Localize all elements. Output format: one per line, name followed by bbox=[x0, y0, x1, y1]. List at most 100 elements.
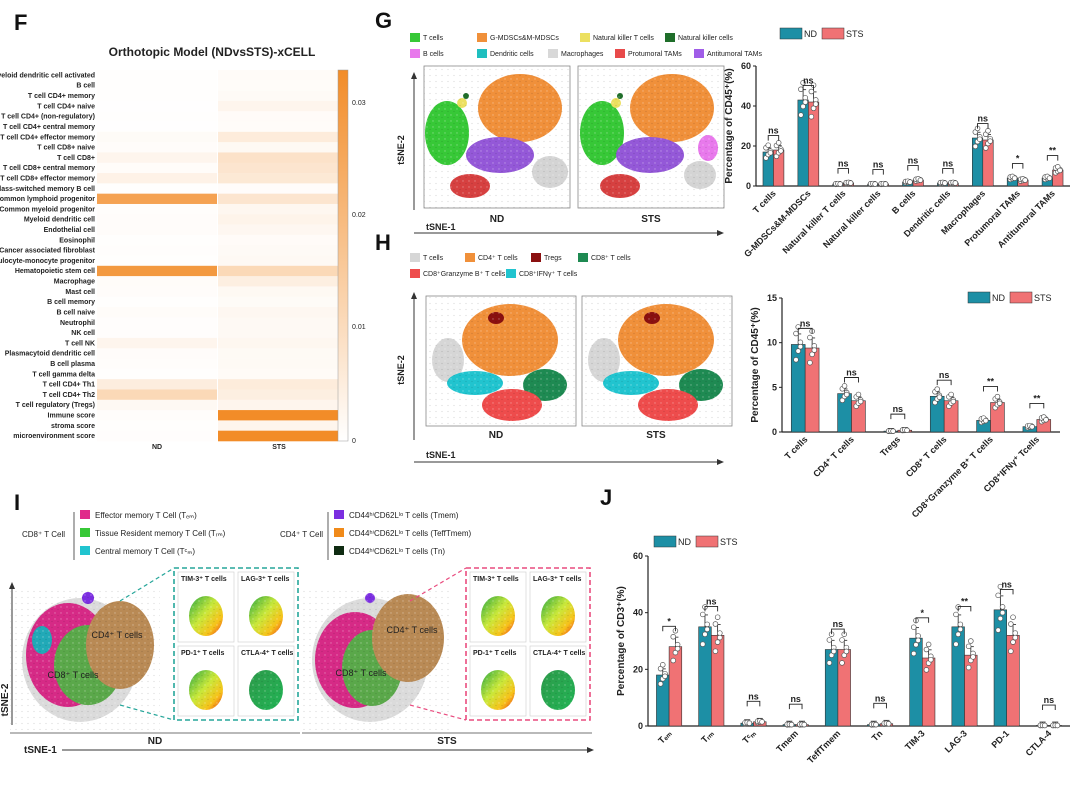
data-point bbox=[999, 609, 1006, 616]
data-point bbox=[660, 662, 666, 668]
heatmap-cell bbox=[218, 276, 338, 287]
significance-label: ns bbox=[803, 76, 814, 86]
cluster-label-cd4: CD4⁺ T cells bbox=[387, 625, 438, 635]
bar-nd bbox=[951, 626, 965, 727]
bar-sts bbox=[1006, 635, 1020, 727]
data-point bbox=[995, 592, 1001, 599]
bar-sts bbox=[837, 649, 851, 727]
data-point bbox=[987, 138, 993, 144]
data-point bbox=[670, 633, 676, 640]
inset-label: LAG-3⁺ T cells bbox=[241, 576, 290, 583]
legend-swatch-sts bbox=[695, 535, 719, 548]
heatmap-row-label: Myeloid dendritic cell activated bbox=[0, 72, 95, 79]
heatmap-cell bbox=[97, 173, 217, 184]
y-axis-label: Percentage of CD45⁺(%) bbox=[724, 68, 735, 183]
tsne-speckle bbox=[10, 590, 160, 730]
y-tick-label: 0 bbox=[638, 721, 643, 731]
data-point bbox=[917, 177, 924, 183]
category-label: CD4⁺ T cells bbox=[811, 434, 856, 479]
data-point bbox=[982, 417, 989, 424]
data-point bbox=[798, 86, 804, 92]
data-point bbox=[826, 660, 833, 666]
bar-chart-j: 0 20 40 60 Percentage of CD3⁺(%) * Tₑₘ ns Tᵣₘ ns T… bbox=[616, 535, 1070, 765]
data-point bbox=[808, 113, 815, 120]
category-label: G-MDSCs&M-MDSCs bbox=[742, 188, 813, 259]
heatmap-cell bbox=[97, 245, 217, 256]
legend-cd4: CD44ʰⁱCD62Lˡᵒ T cells (Tmem) CD44ʰⁱCD62Lˡ… bbox=[334, 510, 471, 556]
heatmap-row-label: T cell CD4+ Th2 bbox=[43, 392, 95, 399]
data-point bbox=[700, 611, 706, 618]
significance-bracket bbox=[936, 379, 952, 386]
heatmap-row-label: T cell CD4+ Th1 bbox=[43, 382, 95, 389]
inset-speckle bbox=[481, 596, 515, 636]
significance-label: * bbox=[1016, 154, 1020, 164]
legend-swatch bbox=[506, 269, 516, 278]
heatmap-cell bbox=[97, 111, 217, 122]
data-point bbox=[793, 330, 799, 337]
inset-label: PD-1⁺ T cells bbox=[181, 650, 224, 657]
significance-label: ns bbox=[800, 318, 811, 328]
tsne-y-label: tSNE-2 bbox=[396, 135, 406, 165]
data-point bbox=[798, 112, 804, 118]
data-point bbox=[717, 630, 723, 636]
category-label: CD8⁺Granzyme B⁺ T cells bbox=[910, 434, 995, 519]
data-point bbox=[700, 641, 706, 647]
category-label: LAG-3 bbox=[943, 728, 969, 754]
significance-label: * bbox=[921, 608, 925, 618]
legend-swatch-nd bbox=[967, 291, 991, 304]
heatmap-cell bbox=[218, 111, 338, 122]
inset-label: CTLA-4⁺ T cells bbox=[533, 650, 585, 657]
data-point bbox=[674, 645, 681, 652]
data-point bbox=[702, 631, 708, 638]
heatmap-row-label: B cell naive bbox=[56, 309, 95, 316]
data-point bbox=[1012, 634, 1018, 641]
inset-frame-nd bbox=[173, 567, 299, 721]
heatmap-cell bbox=[218, 183, 338, 194]
data-point bbox=[911, 650, 917, 657]
significance-label: ns bbox=[706, 596, 717, 606]
legend-label: Protumoral TAMs bbox=[628, 51, 682, 58]
bar-sts bbox=[921, 657, 936, 727]
data-point bbox=[1010, 639, 1016, 645]
inset-label: LAG-3⁺ T cells bbox=[533, 576, 582, 583]
significance-bracket bbox=[999, 588, 1014, 595]
legend-label: CD8⁺Granzyme B⁺ T cells bbox=[423, 271, 506, 278]
legend-swatch bbox=[477, 33, 487, 42]
tsne-speckle bbox=[578, 66, 724, 208]
data-point bbox=[965, 643, 972, 650]
data-point bbox=[1008, 648, 1014, 654]
tsne-label-nd: ND bbox=[489, 430, 503, 441]
legend-swatch bbox=[410, 269, 420, 278]
tsne-h-sts: STS bbox=[581, 295, 733, 441]
data-point bbox=[793, 357, 799, 363]
legend-swatch bbox=[80, 510, 90, 519]
legend-label: Natural killer cells bbox=[678, 35, 733, 42]
heatmap-row-label: T cell CD8+ naive bbox=[37, 145, 95, 152]
data-point bbox=[704, 626, 710, 633]
heatmap-cell bbox=[218, 307, 338, 318]
significance-bracket bbox=[704, 605, 719, 612]
data-point bbox=[923, 646, 930, 653]
legend-label-sts: STS bbox=[846, 29, 864, 39]
heatmap-cell bbox=[97, 420, 217, 431]
legend-label: CD44ʰⁱCD62Lˡᵒ T cells (Tn) bbox=[349, 547, 445, 556]
heatmap-cell bbox=[97, 131, 217, 143]
significance-label: ns bbox=[943, 159, 954, 169]
inset-speckle bbox=[541, 596, 575, 636]
heatmap-cell bbox=[97, 100, 217, 112]
data-point bbox=[955, 631, 961, 638]
heatmap-cell bbox=[97, 276, 217, 287]
data-point bbox=[826, 637, 833, 643]
heatmap-cell bbox=[97, 224, 217, 236]
significance-label: ns bbox=[939, 370, 950, 380]
heatmap-cell bbox=[218, 70, 338, 81]
panel-letter-h: H bbox=[375, 230, 391, 255]
heatmap-cell bbox=[218, 255, 338, 267]
tsne-label-sts: STS bbox=[437, 736, 457, 747]
heatmap-cell bbox=[218, 379, 338, 390]
data-point bbox=[942, 180, 948, 186]
category-label: CD8⁺ T cells bbox=[904, 434, 949, 479]
category-label: Tregs bbox=[878, 434, 902, 458]
heatmap-row-label: Neutrophil bbox=[60, 320, 95, 327]
